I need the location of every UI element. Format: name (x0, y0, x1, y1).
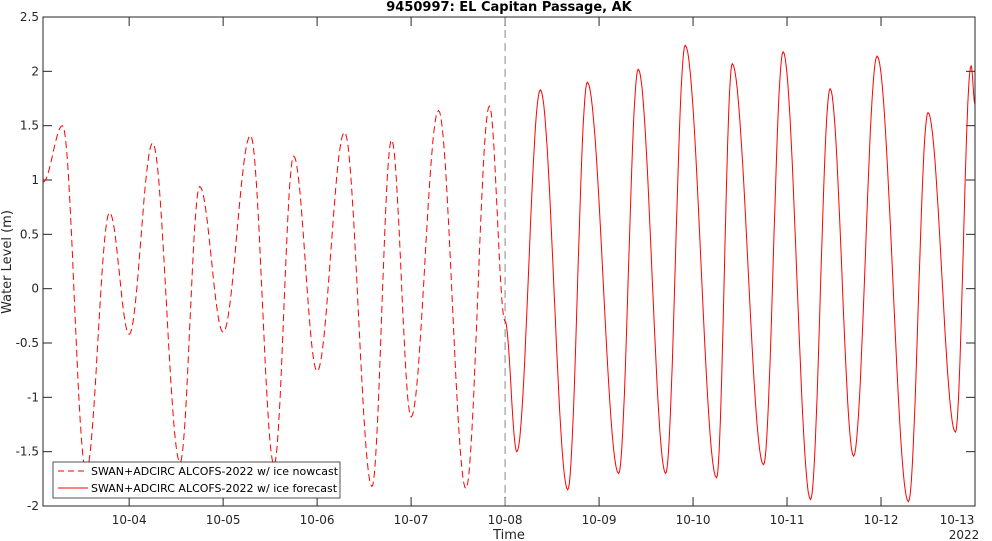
y-axis-label: Water Level (m) (0, 210, 15, 314)
x-tick-label: 10-11 (770, 513, 805, 527)
legend-label-nowcast: SWAN+ADCIRC ALCOFS-2022 w/ ice nowcast (91, 465, 339, 478)
y-tick-label: -1.5 (16, 445, 39, 459)
y-tick-label: 1 (31, 173, 39, 187)
x-tick-label: 10-07 (394, 513, 429, 527)
plot-background (43, 17, 975, 506)
series-line-nowcast (42, 105, 506, 490)
x-tick-label: 10-12 (864, 513, 899, 527)
x-tick-labels: 10-04 10-05 10-06 10-07 10-08 10-09 10-10 10-11… (112, 513, 975, 527)
x-axis-label: Time (492, 528, 525, 541)
y-tick-label: 2 (31, 64, 39, 78)
legend: SWAN+ADCIRC ALCOFS-2022 w/ ice nowcast S… (52, 461, 341, 499)
y-tick-label: 2.5 (20, 10, 39, 24)
year-label: 2022 (949, 528, 980, 541)
x-tick-label: 10-05 (206, 513, 241, 527)
x-tick-label: 10-08 (488, 513, 523, 527)
series-layer (42, 44, 976, 503)
y-tick-label: 0 (31, 282, 39, 296)
y-tick-labels: -2 -1.5 -1 -0.5 0 0.5 1 1.5 2 2.5 (16, 10, 39, 513)
x-tick-label: 10-13 (940, 513, 975, 527)
legend-box (52, 461, 341, 499)
x-tick-label: 10-06 (300, 513, 335, 527)
y-tick-label: -0.5 (16, 336, 39, 350)
y-tick-label: -2 (27, 499, 39, 513)
y-tick-label: 0.5 (20, 227, 39, 241)
x-tick-label: 10-10 (676, 513, 711, 527)
y-tick-label: 1.5 (20, 119, 39, 133)
series-line-forecast (504, 44, 976, 503)
plot-frame (42, 16, 976, 507)
x-tick-label: 10-04 (112, 513, 147, 527)
x-tick-label: 10-09 (582, 513, 617, 527)
chart-title: 9450997: EL Capitan Passage, AK (386, 0, 632, 15)
legend-label-forecast: SWAN+ADCIRC ALCOFS-2022 w/ ice forecast (91, 482, 338, 495)
y-tick-label: -1 (27, 390, 39, 404)
